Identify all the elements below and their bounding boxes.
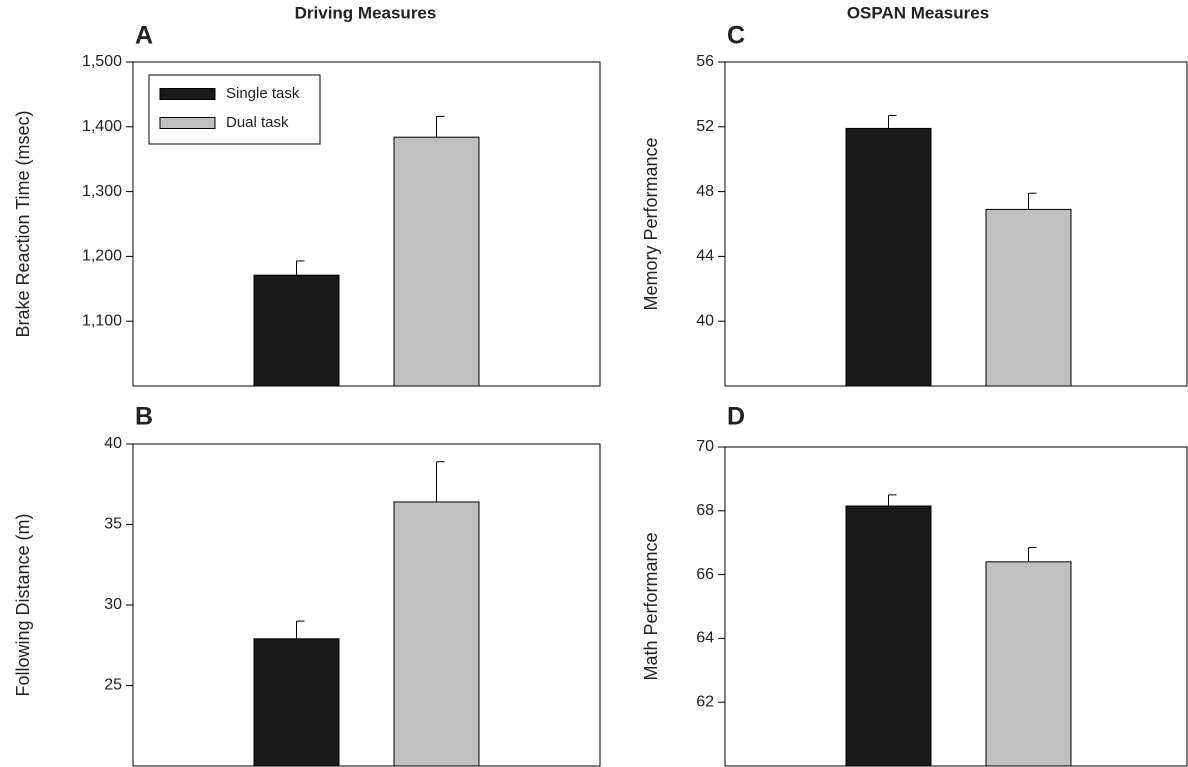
legend-swatch	[159, 117, 216, 129]
y-axis-label: Math Performance	[641, 532, 661, 680]
bar	[985, 561, 1072, 767]
legend-swatch	[159, 88, 216, 100]
column-title: OSPAN Measures	[847, 3, 989, 22]
y-tick-label: 1,500	[82, 53, 122, 70]
y-tick-label: 64	[696, 630, 714, 647]
y-tick-label: 66	[696, 566, 714, 583]
y-tick-label: 52	[696, 118, 714, 135]
y-axis-label: Following Distance (m)	[13, 513, 33, 696]
y-tick-label: 70	[696, 438, 714, 455]
y-tick-label: 1,400	[82, 118, 122, 135]
y-tick-label: 30	[104, 596, 122, 613]
y-tick-label: 1,200	[82, 248, 122, 265]
bar	[393, 501, 480, 767]
panel-letter: A	[135, 22, 153, 50]
y-tick-label: 1,100	[82, 312, 122, 329]
y-tick-label: 68	[696, 502, 714, 519]
y-axis-label: Brake Reaction Time (msec)	[13, 110, 33, 337]
y-tick-label: 48	[696, 183, 714, 200]
bar	[845, 127, 932, 387]
y-tick-label: 35	[104, 516, 122, 533]
panel-letter: B	[135, 403, 153, 431]
plot-frame	[724, 61, 1188, 387]
column-title: Driving Measures	[295, 3, 437, 22]
legend-label: Dual task	[226, 114, 289, 131]
bar	[393, 136, 480, 387]
panel-letter: C	[727, 22, 745, 50]
plot-frame	[132, 61, 601, 387]
y-tick-label: 25	[104, 677, 122, 694]
y-tick-label: 1,300	[82, 183, 122, 200]
y-tick-label: 44	[696, 248, 714, 265]
plot-frame	[724, 446, 1188, 767]
legend-label: Single task	[226, 85, 300, 102]
y-tick-label: 40	[104, 435, 122, 452]
bar	[985, 208, 1072, 387]
legend-box	[148, 74, 321, 145]
y-tick-label: 62	[696, 693, 714, 710]
bar	[253, 638, 340, 767]
panel-letter: D	[727, 403, 745, 431]
bar	[845, 505, 932, 767]
plot-frame	[132, 443, 601, 767]
y-tick-label: 56	[696, 53, 714, 70]
y-tick-label: 40	[696, 312, 714, 329]
bar	[253, 274, 340, 387]
y-axis-label: Memory Performance	[641, 137, 661, 310]
